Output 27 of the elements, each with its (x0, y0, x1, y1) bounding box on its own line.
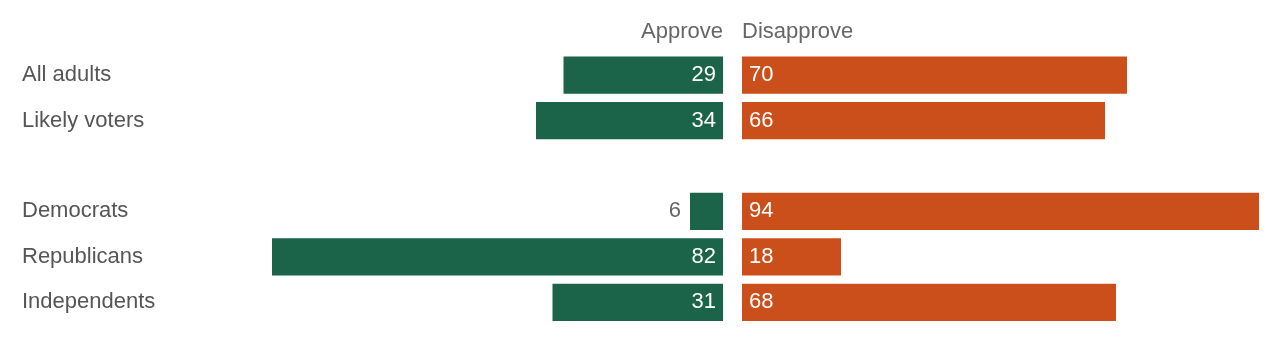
data-label: 31 (691, 288, 716, 314)
bar (552, 283, 723, 321)
bar (742, 192, 1259, 231)
data-label: 94 (749, 197, 774, 223)
data-label: 6 (668, 197, 681, 223)
bar (272, 238, 723, 276)
y-tick-label: All adults (22, 61, 112, 87)
data-label: 29 (691, 61, 716, 87)
bar (563, 56, 723, 94)
bar (742, 101, 1105, 140)
data-label: 70 (749, 61, 774, 87)
y-tick-label: Likely voters (22, 106, 145, 132)
chart-title: Approve (641, 18, 723, 44)
data-label: 34 (691, 106, 716, 132)
data-label: 18 (749, 242, 774, 268)
data-label: 82 (691, 242, 716, 268)
bar (536, 101, 723, 140)
chart-title: Disapprove (742, 18, 854, 44)
bar (742, 56, 1127, 94)
bar (742, 283, 1116, 321)
y-tick-label: Independents (22, 288, 156, 314)
bar (742, 238, 841, 276)
data-label: 68 (749, 288, 774, 314)
bar (690, 192, 723, 231)
y-tick-label: Democrats (22, 197, 129, 223)
data-label: 66 (749, 106, 774, 132)
y-tick-label: Republicans (22, 242, 144, 268)
